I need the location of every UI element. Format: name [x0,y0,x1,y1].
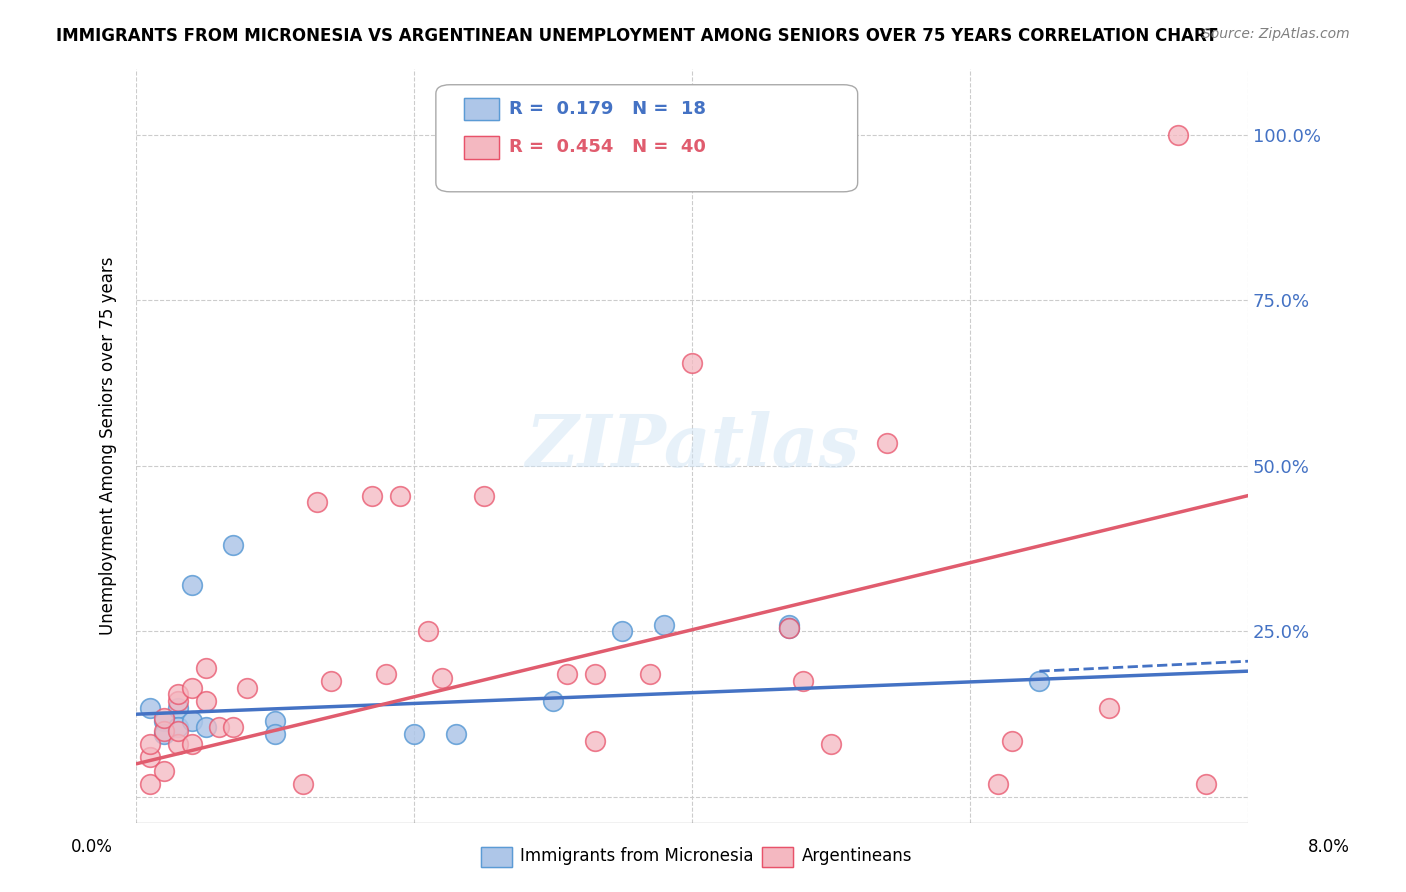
Point [792,674,814,689]
Point [640,667,662,681]
Text: Argentineans: Argentineans [801,847,912,865]
Point [166,723,188,738]
Point [444,727,467,741]
Point [236,681,259,695]
Point [166,721,188,735]
Point [472,489,495,503]
Point [222,538,245,552]
Text: Source: ZipAtlas.com: Source: ZipAtlas.com [1202,27,1350,41]
Point [291,777,314,791]
Point [153,714,176,728]
Point [1000,733,1022,747]
Point [166,700,188,714]
Point [153,710,176,724]
Point [180,714,202,728]
Point [264,727,287,741]
Point [166,737,188,751]
Point [153,764,176,778]
Point [375,667,398,681]
Point [778,621,800,635]
Point [361,489,384,503]
Point [778,621,800,635]
Point [180,737,202,751]
Point [652,617,675,632]
Point [153,727,176,741]
Point [166,694,188,708]
Point [139,777,162,791]
Point [430,671,453,685]
Point [180,681,202,695]
Point [681,356,703,370]
Point [402,727,425,741]
Text: R =  0.454   N =  40: R = 0.454 N = 40 [509,138,706,156]
Point [612,624,634,639]
Point [1195,777,1218,791]
Text: 0.0%: 0.0% [70,838,112,855]
Point [194,661,217,675]
Point [139,737,162,751]
Point [820,737,842,751]
Point [319,674,342,689]
Point [222,721,245,735]
Point [180,578,202,592]
Point [987,777,1010,791]
Point [139,700,162,714]
Text: IMMIGRANTS FROM MICRONESIA VS ARGENTINEAN UNEMPLOYMENT AMONG SENIORS OVER 75 YEA: IMMIGRANTS FROM MICRONESIA VS ARGENTINEA… [56,27,1218,45]
Text: ZIPatlas: ZIPatlas [524,410,859,482]
Point [208,721,231,735]
Point [416,624,439,639]
Point [264,714,287,728]
Y-axis label: Unemployment Among Seniors over 75 years: Unemployment Among Seniors over 75 years [100,257,117,635]
Point [194,694,217,708]
Text: R =  0.179   N =  18: R = 0.179 N = 18 [509,100,706,118]
Point [876,435,898,450]
Point [583,667,606,681]
Point [139,750,162,764]
Point [166,687,188,701]
Point [555,667,578,681]
Point [153,723,176,738]
Point [194,721,217,735]
Point [778,617,800,632]
Text: Immigrants from Micronesia: Immigrants from Micronesia [520,847,754,865]
Point [583,733,606,747]
Text: 8.0%: 8.0% [1308,838,1350,855]
Point [1028,674,1050,689]
Point [541,694,564,708]
Point [1098,700,1121,714]
Point [305,495,328,509]
Point [1167,128,1189,142]
Point [389,489,412,503]
